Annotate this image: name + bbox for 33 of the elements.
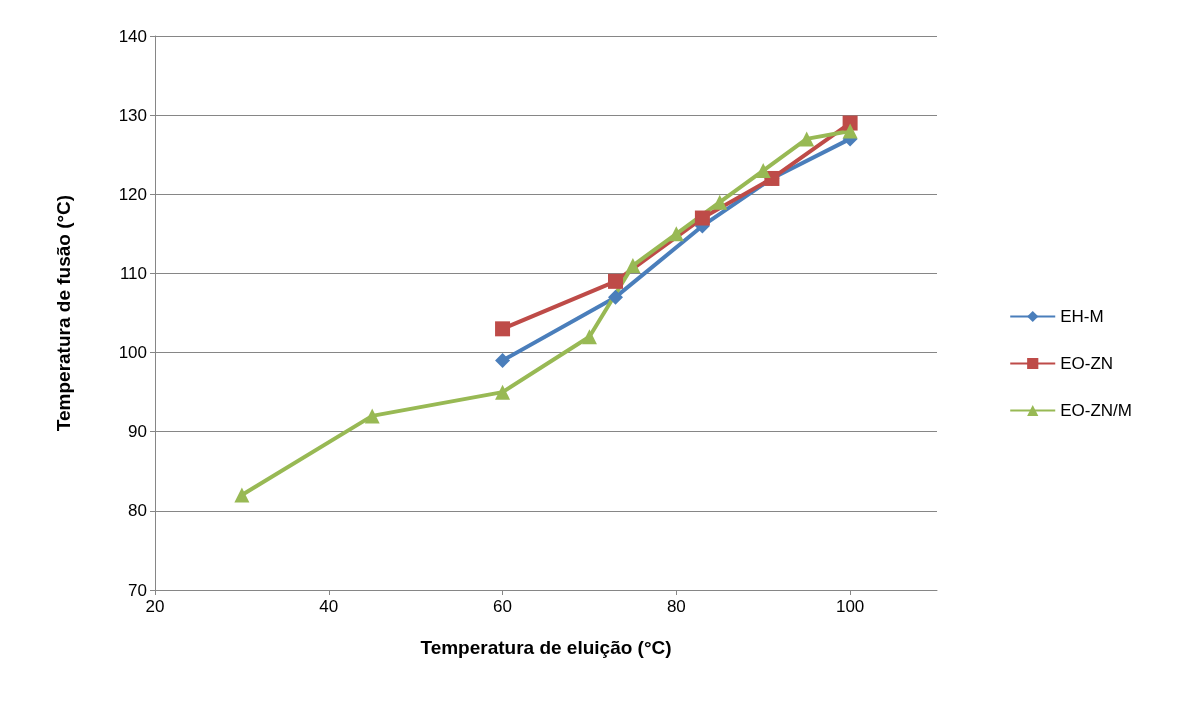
legend-label: EO-ZN/M	[1060, 401, 1133, 420]
point	[608, 289, 624, 305]
legend-label: EH-M	[1060, 307, 1104, 326]
point	[799, 131, 815, 147]
y-tick-label: 100	[118, 343, 147, 363]
point	[364, 408, 380, 424]
point	[712, 194, 728, 210]
point	[495, 321, 511, 337]
y-tick-label: 90	[128, 422, 147, 442]
point	[668, 226, 684, 242]
point	[495, 352, 511, 368]
point	[581, 329, 597, 345]
legend-label: EO-ZN	[1060, 354, 1114, 373]
point	[608, 273, 624, 289]
y-tick-label: 120	[118, 184, 147, 204]
point	[495, 384, 511, 400]
point	[755, 163, 771, 179]
y-tick-label: 80	[128, 501, 147, 521]
point	[234, 487, 250, 503]
x-tick-label: 60	[493, 597, 513, 616]
x-tick-label: 40	[319, 597, 339, 616]
point	[842, 123, 858, 139]
y-tick-label: 110	[119, 263, 147, 283]
point	[694, 210, 710, 226]
y-tick-label: 70	[128, 580, 147, 600]
point	[625, 258, 641, 274]
x-tick-label: 80	[666, 597, 686, 616]
y-tick-label: 140	[118, 26, 147, 46]
x-tick-label: 100	[835, 597, 865, 616]
x-tick-label: 20	[145, 597, 165, 616]
x-axis-title: Temperatura de eluição (°C)	[420, 637, 672, 658]
y-tick-label: 130	[118, 105, 147, 125]
y-axis-title: Temperatura de fusão (°C)	[53, 194, 74, 432]
